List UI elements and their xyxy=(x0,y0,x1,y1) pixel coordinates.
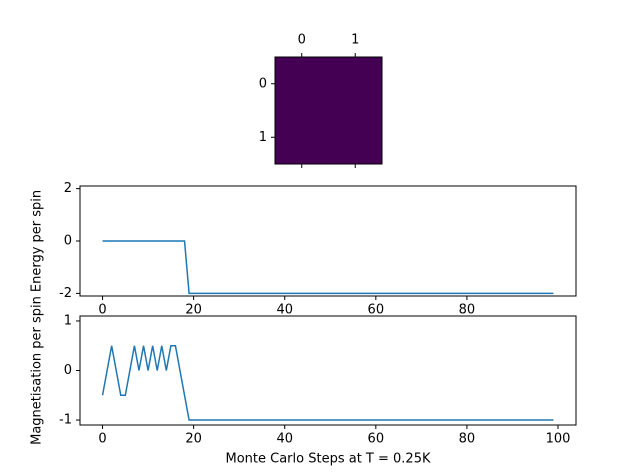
y-axis-label: Magnetisation per spin xyxy=(30,296,45,445)
y-tick-label: -2 xyxy=(59,286,72,301)
x-tick-label: 20 xyxy=(185,432,202,447)
x-tick-label: 100 xyxy=(546,432,571,447)
x-tick-label: 1 xyxy=(351,33,359,48)
x-tick-label: 20 xyxy=(185,303,202,318)
y-tick-label: -1 xyxy=(59,413,72,428)
axes-frame xyxy=(79,315,577,426)
x-tick-label: 0 xyxy=(98,303,106,318)
x-tick-label: 0 xyxy=(98,432,106,447)
y-tick-label: 0 xyxy=(64,234,72,249)
heatmap-cell xyxy=(328,56,383,111)
y-tick-label: 1 xyxy=(259,130,267,145)
heatmap-cell xyxy=(328,110,383,165)
x-axis-label: Monte Carlo Steps at T = 0.25K xyxy=(226,452,431,467)
x-tick-label: 60 xyxy=(368,303,385,318)
x-tick-label: 80 xyxy=(459,303,476,318)
data-line xyxy=(102,240,554,295)
data-line xyxy=(101,344,554,421)
y-axis-label: Energy per spin xyxy=(30,190,45,292)
x-tick-label: 40 xyxy=(276,303,293,318)
heatmap-cell xyxy=(274,56,329,111)
y-tick-label: 2 xyxy=(64,181,72,196)
x-tick-label: 0 xyxy=(298,33,306,48)
y-tick-label: 0 xyxy=(64,363,72,378)
heatmap-cell xyxy=(274,110,329,165)
x-tick-label: 80 xyxy=(459,432,476,447)
x-tick-label: 60 xyxy=(368,432,385,447)
x-tick-label: 40 xyxy=(276,432,293,447)
y-tick-label: 1 xyxy=(64,313,72,328)
axes-frame xyxy=(274,56,383,165)
y-tick-label: 0 xyxy=(259,76,267,91)
